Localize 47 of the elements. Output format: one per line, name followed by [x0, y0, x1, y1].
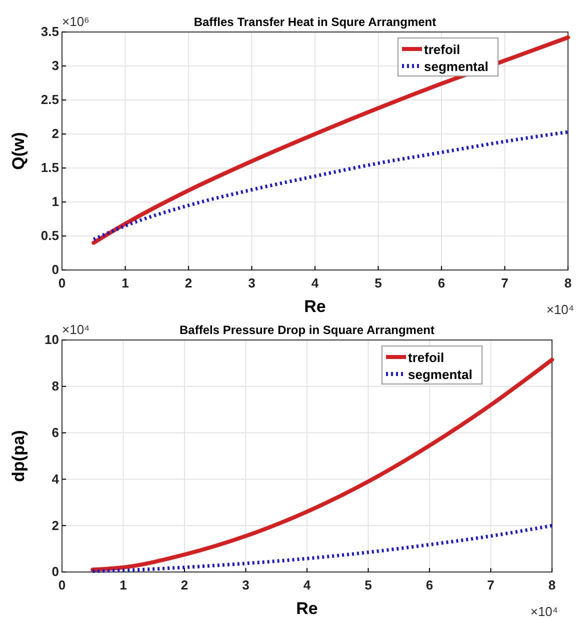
text: ×10⁴: [62, 322, 90, 337]
line-series: [92, 35, 570, 245]
y-tick-label: 10: [44, 332, 59, 348]
y-tick-label: 2: [52, 126, 59, 142]
text: ×10⁴: [546, 302, 574, 317]
x-tick-label: 4: [311, 275, 320, 290]
x-tick-label: 2: [184, 275, 192, 290]
legend-label: trefoil: [424, 42, 460, 57]
legend-label: trefoil: [408, 350, 444, 365]
y-tick-label: 0.5: [40, 228, 59, 244]
x-tick-label: 8: [564, 275, 572, 290]
y-tick-label: 3: [52, 58, 59, 74]
x-tick-label: 4: [303, 577, 312, 592]
x-tick-label: 1: [122, 275, 129, 290]
x-axis-title: Re: [304, 297, 326, 316]
x-tick-label: 6: [426, 577, 434, 592]
y-axis-title: dp(pa): [9, 430, 28, 482]
x-tick-label: 2: [180, 577, 188, 592]
x-tick-label: 1: [120, 577, 127, 592]
chart-title: Baffles Transfer Heat in Squre Arrangment: [194, 15, 436, 29]
y-tick-label: 4: [52, 471, 60, 486]
line-series: [90, 524, 554, 574]
x-tick-label: 6: [438, 275, 446, 290]
y-tick-label: 2: [52, 518, 59, 533]
line-series: [92, 130, 570, 242]
x-tick-label: 5: [364, 577, 372, 592]
x-tick-label: 7: [501, 275, 508, 290]
y-tick-label: 0: [52, 564, 59, 580]
y-axis-title: Q(w): [9, 132, 28, 170]
legend-label: segmental: [424, 59, 488, 74]
x-tick-label: 8: [548, 577, 556, 592]
legend-label: segmental: [408, 367, 472, 382]
y-tick-label: 1.5: [40, 160, 59, 176]
x-axis-title: Re: [296, 599, 318, 618]
y-tick-label: 0: [52, 262, 59, 278]
y-tick-label: 1: [52, 194, 59, 210]
text: ×10⁶: [62, 14, 90, 29]
x-tick-label: 5: [374, 275, 382, 290]
chart-title: Baffels Pressure Drop in Square Arrangment: [180, 323, 434, 337]
x-tick-label: 3: [248, 275, 256, 290]
y-tick-label: 6: [52, 424, 59, 440]
y-tick-label: 3.5: [40, 24, 59, 40]
x-tick-label: 7: [487, 577, 494, 592]
y-tick-label: 8: [52, 378, 59, 394]
y-tick-label: 2.5: [40, 92, 59, 108]
text: ×10⁴: [530, 604, 558, 618]
x-tick-label: 3: [242, 577, 250, 592]
